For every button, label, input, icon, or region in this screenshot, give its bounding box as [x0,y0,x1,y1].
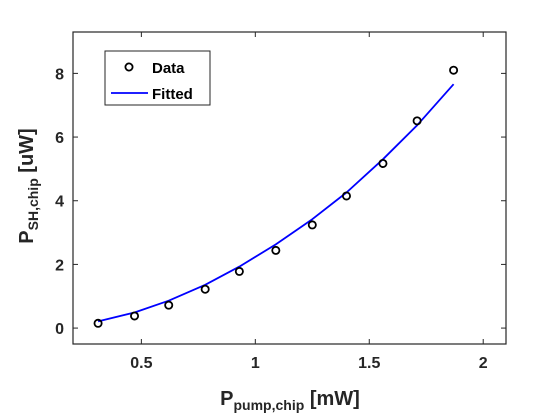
x-tick-label: 1.5 [358,355,380,372]
data-point [412,116,422,126]
fitted-line [97,83,455,323]
tick-layer: 0.5 1 1.5 2 0 2 4 6 8 [55,32,506,372]
data-point [378,158,388,168]
data-point [164,300,174,310]
data-point [271,245,281,255]
legend: Data Fitted [104,50,211,106]
y-tick-label: 2 [55,257,64,274]
data-point [200,284,210,294]
x-tick-label: 2 [479,355,488,372]
x-tick-label: 1 [251,355,260,372]
data-point [307,220,317,230]
x-tick-label: 0.5 [130,355,152,372]
y-axis-label: PSH,chip [uW] [16,128,41,243]
legend-marker-data [124,62,134,72]
legend-label-data: Data [152,60,185,77]
x-axis-label-sub: pump,chip [234,397,305,413]
data-point [93,318,103,328]
y-tick-label: 0 [55,321,64,338]
fitted-line-layer [97,83,455,323]
y-tick-label: 4 [55,194,64,211]
y-axis-label-unit: [uW] [16,128,38,178]
y-axis-label-main: P [16,230,38,243]
data-point [449,65,459,75]
plot-frame [72,31,507,345]
x-axis-label-unit: [mW] [304,388,360,410]
y-tick-label: 8 [55,66,64,83]
data-point [130,311,140,321]
data-markers-layer [93,65,459,328]
data-point [341,191,351,201]
y-tick-label: 6 [55,130,64,147]
x-axis-label-main: P [220,388,233,410]
legend-label-fitted: Fitted [152,86,193,103]
data-point [234,266,244,276]
x-axis-label: Ppump,chip [mW] [220,388,360,413]
legend-box [104,50,211,106]
y-axis-label-sub: SH,chip [25,178,41,230]
